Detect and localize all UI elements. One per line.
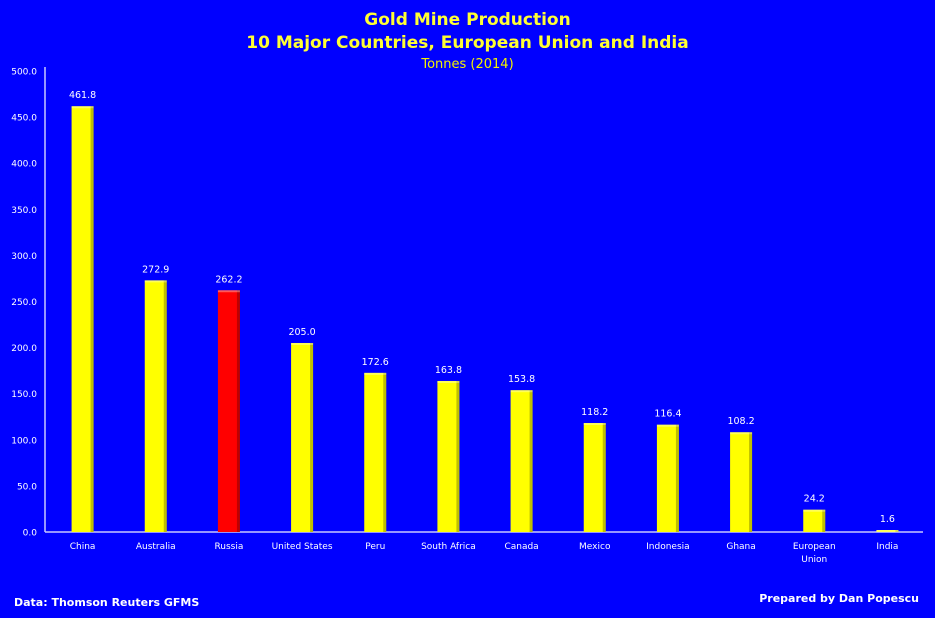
- bar-highlight: [364, 372, 387, 375]
- bar-shade: [602, 423, 606, 532]
- x-tick-label: South Africa: [421, 542, 476, 552]
- y-tick-label: 400.0: [11, 160, 37, 170]
- x-tick-label: India: [876, 542, 898, 552]
- y-tick-label: 300.0: [11, 252, 37, 262]
- bars: 461.8 272.9 262.2 205.0 172.6 163.8 153.8 118.2…: [69, 90, 899, 532]
- bar-highlight: [583, 423, 606, 426]
- bar-south-africa: [437, 380, 460, 532]
- x-tick-label: Indonesia: [646, 542, 690, 552]
- bar-russia: [217, 290, 240, 532]
- bar-highlight: [291, 342, 314, 345]
- x-axis-labels: China Australia Russia United States Peru Sou…: [70, 542, 899, 565]
- data-label: 1.6: [880, 514, 895, 525]
- bar-highlight: [437, 380, 460, 383]
- bar-highlight: [144, 280, 167, 283]
- bar-highlight: [730, 432, 753, 435]
- bar-india: [876, 530, 899, 532]
- data-label: 461.8: [69, 90, 96, 101]
- bar-china: [71, 106, 94, 532]
- bar-shade: [822, 509, 826, 532]
- bar-shade: [163, 280, 167, 532]
- x-tick-label: China: [70, 542, 96, 552]
- x-tick-label: Peru: [365, 542, 385, 552]
- bar-highlight: [803, 509, 826, 512]
- bar-shade: [383, 372, 387, 532]
- data-label: 24.2: [804, 494, 825, 505]
- data-source-note: Data: Thomson Reuters GFMS: [14, 596, 200, 609]
- x-tick-label: Canada: [504, 542, 538, 552]
- bar-australia: [144, 280, 167, 532]
- data-label: 108.2: [727, 416, 754, 427]
- x-tick-label: European: [793, 542, 836, 552]
- chart-unit-label: Tonnes (2014): [421, 57, 514, 72]
- data-label: 116.4: [654, 409, 681, 420]
- bar-shade: [90, 106, 94, 532]
- bar-highlight: [217, 290, 240, 293]
- bar-highlight: [656, 424, 679, 427]
- data-label: 118.2: [581, 407, 608, 418]
- y-tick-label: 150.0: [11, 390, 37, 400]
- bar-mexico: [583, 423, 606, 532]
- x-tick-label: United States: [272, 542, 333, 552]
- bar-canada: [510, 390, 533, 532]
- x-tick-label: Mexico: [579, 542, 611, 552]
- bar-shade: [529, 390, 533, 532]
- bar-highlight: [510, 390, 533, 393]
- bar-shade: [456, 380, 460, 532]
- data-label: 153.8: [508, 374, 535, 385]
- y-tick-label: 350.0: [11, 206, 37, 216]
- y-tick-label: 100.0: [11, 436, 37, 446]
- bar-shade: [895, 530, 899, 532]
- x-tick-label: Union: [801, 555, 827, 565]
- bar-highlight: [876, 530, 899, 532]
- data-label: 172.6: [362, 357, 389, 368]
- bar-shade: [236, 290, 240, 532]
- bar-european-union: [803, 509, 826, 532]
- data-label: 163.8: [435, 365, 462, 376]
- y-tick-label: 500.0: [11, 68, 37, 78]
- chart-title: Gold Mine Production: [364, 10, 571, 30]
- bar-united-states: [291, 342, 314, 532]
- bar-peru: [364, 372, 387, 532]
- data-label: 262.2: [215, 274, 242, 285]
- x-tick-label: Ghana: [726, 542, 755, 552]
- x-tick-label: Russia: [214, 542, 243, 552]
- bar-highlight: [71, 106, 94, 109]
- chart-subtitle: 10 Major Countries, European Union and I…: [246, 33, 689, 53]
- y-tick-label: 0.0: [23, 529, 38, 539]
- bar-ghana: [730, 432, 753, 532]
- bar-shade: [310, 342, 314, 532]
- y-tick-label: 450.0: [11, 114, 37, 124]
- bar-indonesia: [656, 424, 679, 532]
- prepared-by-note: Prepared by Dan Popescu: [759, 592, 919, 605]
- data-label: 205.0: [288, 327, 315, 338]
- y-tick-label: 200.0: [11, 344, 37, 354]
- y-axis: 0.0 50.0 100.0 150.0 200.0 250.0 300.0 350.0 400…: [11, 67, 923, 539]
- bar-shade: [675, 424, 679, 532]
- x-tick-label: Australia: [136, 542, 176, 552]
- bar-shade: [749, 432, 753, 532]
- y-tick-label: 50.0: [17, 482, 37, 492]
- y-tick-label: 250.0: [11, 298, 37, 308]
- data-label: 272.9: [142, 264, 169, 275]
